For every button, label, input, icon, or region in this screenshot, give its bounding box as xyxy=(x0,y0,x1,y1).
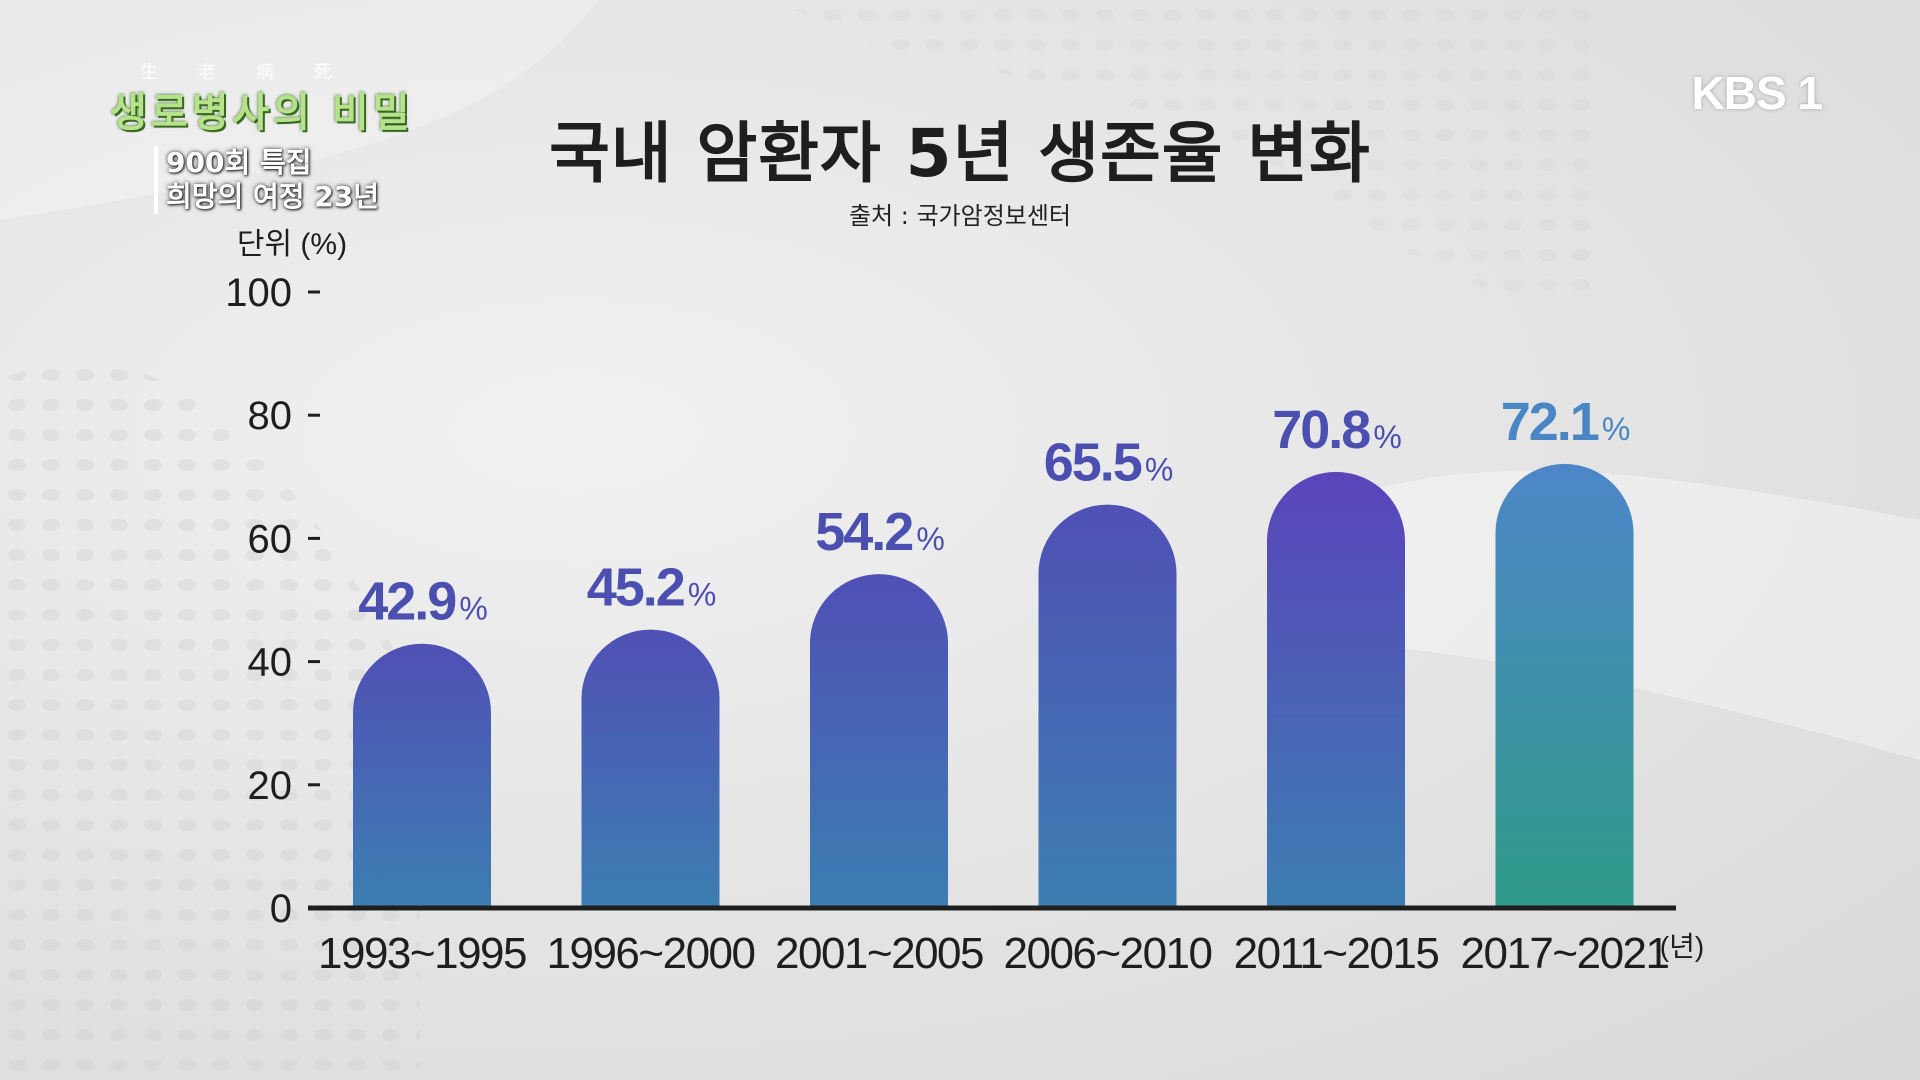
bar xyxy=(1267,471,1405,908)
y-tick-label: 40 xyxy=(248,641,293,685)
bar-value-label: 45.2% xyxy=(587,558,716,618)
y-tick-label: 80 xyxy=(248,394,293,438)
x-tick-label: 2017~2021 xyxy=(1461,929,1669,978)
episode-caption-line2: 희망의 여정 23년 xyxy=(166,180,380,213)
bar-value-label: 72.1% xyxy=(1501,392,1630,452)
bar-value-number: 54.2 xyxy=(815,502,912,562)
y-tick-label: 0 xyxy=(270,887,292,931)
program-episode-caption: 900회 특집 희망의 여정 23년 xyxy=(154,146,414,214)
program-logo-title: 생로병사의 비밀 xyxy=(110,90,414,136)
x-tick-label: 2006~2010 xyxy=(1004,929,1212,978)
y-tick-label: 100 xyxy=(225,271,292,315)
bar xyxy=(581,629,720,908)
episode-caption-line1: 900회 특집 xyxy=(166,146,312,179)
x-tick-label: 1996~2000 xyxy=(547,929,755,978)
bar-value-number: 45.2 xyxy=(587,558,684,618)
bar-value-number: 70.8 xyxy=(1272,400,1370,460)
x-axis-unit-label: (년) xyxy=(1660,931,1704,962)
bar xyxy=(353,643,491,908)
bar-value-unit: % xyxy=(916,521,944,557)
bar-value-unit: % xyxy=(459,591,487,627)
bar-value-number: 65.5 xyxy=(1044,433,1142,493)
bar-value-unit: % xyxy=(1373,419,1401,455)
bar-value-label: 42.9% xyxy=(358,572,487,632)
y-axis-unit-label: 단위 (%) xyxy=(237,228,347,261)
bar-value-unit: % xyxy=(1602,411,1630,447)
bar xyxy=(810,574,949,908)
y-tick-label: 20 xyxy=(248,764,293,808)
bar-value-number: 72.1 xyxy=(1501,392,1599,452)
program-logo-hanja: 生老病死 xyxy=(140,62,372,83)
bar-value-number: 42.9 xyxy=(358,572,456,632)
bar-value-unit: % xyxy=(1145,452,1173,488)
bar-value-label: 54.2% xyxy=(815,502,944,562)
bar-value-label: 70.8% xyxy=(1272,400,1401,460)
bar-value-unit: % xyxy=(688,577,716,613)
kbs1-logo: KBS 1 xyxy=(1691,67,1823,119)
x-tick-label: 1993~1995 xyxy=(318,929,526,978)
program-logo: 生老病死 생로병사의 비밀 900회 특집 희망의 여정 23년 xyxy=(110,58,414,214)
y-tick-label: 60 xyxy=(248,517,293,561)
x-tick-label: 2011~2015 xyxy=(1234,929,1439,978)
bar xyxy=(1495,463,1634,908)
bar-value-label: 65.5% xyxy=(1044,433,1173,493)
bar xyxy=(1038,504,1177,908)
x-tick-label: 2001~2005 xyxy=(775,929,983,978)
